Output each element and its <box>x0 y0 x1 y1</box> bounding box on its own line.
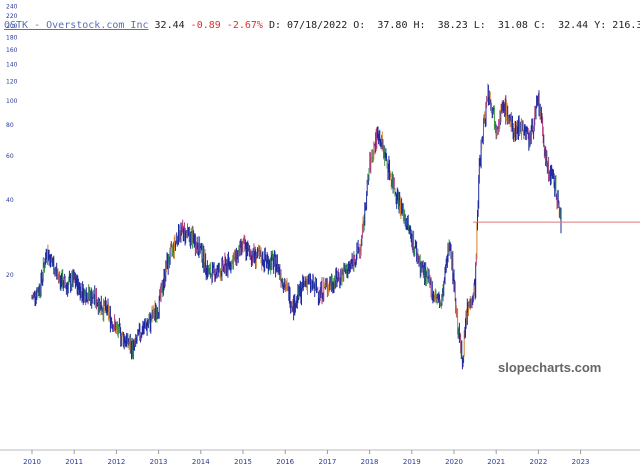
date-label: D: 07/18/2022 <box>268 20 348 31</box>
y-axis: 2040608010012014016018020022024026028030… <box>6 0 18 279</box>
x-tick-label: 2016 <box>276 458 294 466</box>
y-value: 216.31 <box>612 20 640 31</box>
x-tick-label: 2023 <box>572 458 590 466</box>
y-tick-label: 40 <box>6 197 14 204</box>
y-tick-label: 200 <box>6 23 18 30</box>
y-tick-label: 140 <box>6 62 18 69</box>
open-value: 37.80 <box>377 20 408 31</box>
y-tick-label: 60 <box>6 153 14 160</box>
y-tick-label: 240 <box>6 3 18 10</box>
y-tick-label: 20 <box>6 272 14 279</box>
x-tick-label: 2020 <box>445 458 463 466</box>
high-value: 38.23 <box>437 20 468 31</box>
y-tick-label: 120 <box>6 78 18 85</box>
x-tick-label: 2019 <box>403 458 421 466</box>
close-label: C: <box>533 20 547 31</box>
y-tick-label: 100 <box>6 98 18 105</box>
x-tick-label: 2013 <box>150 458 168 466</box>
x-tick-label: 2017 <box>318 458 336 466</box>
y-tick-label: 220 <box>6 13 18 20</box>
close-value: 32.44 <box>558 20 589 31</box>
y-tick-label: 260 <box>6 0 18 2</box>
x-tick-label: 2018 <box>361 458 379 466</box>
x-tick-label: 2010 <box>23 458 41 466</box>
x-tick-label: 2014 <box>192 458 210 466</box>
y-tick-label: 80 <box>6 122 14 129</box>
y-tick-label: 180 <box>6 35 18 42</box>
low-label: L: <box>473 20 486 31</box>
x-tick-label: 2012 <box>107 458 125 466</box>
price-change: -0.89 <box>190 20 221 31</box>
x-axis: 2010 2011 2012 2013 2014 2015 2016 2017 2018 2019… <box>23 450 590 466</box>
y-label: Y: <box>594 20 607 31</box>
low-value: 31.08 <box>497 20 528 31</box>
open-label: O: <box>353 20 366 31</box>
x-tick-label: 2011 <box>65 458 83 466</box>
quote-header: OSTK - Overstock.com Inc 32.44 -0.89 -2.… <box>4 20 640 31</box>
price-change-pct: -2.67% <box>226 20 263 31</box>
x-tick-label: 2015 <box>234 458 252 466</box>
symbol-link[interactable]: OSTK - Overstock.com Inc <box>4 20 149 31</box>
x-tick-label: 2021 <box>487 458 505 466</box>
last-price: 32.44 <box>154 20 185 31</box>
x-tick-label: 2022 <box>529 458 547 466</box>
y-tick-label: 160 <box>6 47 18 54</box>
watermark: slopecharts.com <box>498 360 601 375</box>
price-series <box>31 83 562 370</box>
high-label: H: <box>413 20 426 31</box>
